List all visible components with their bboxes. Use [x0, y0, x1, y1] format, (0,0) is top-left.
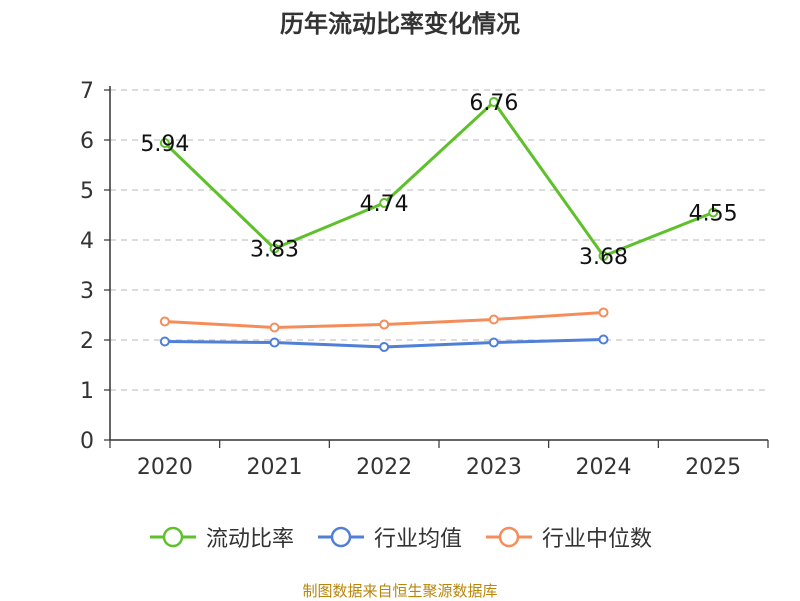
data-point-行业均值: [379, 342, 390, 352]
source-note: 制图数据来自恒生聚源数据库: [302, 582, 498, 600]
y-tick-label: 4: [80, 229, 94, 254]
chart-title: 历年流动比率变化情况: [280, 10, 520, 38]
legend-label: 流动比率: [205, 527, 294, 552]
data-point-行业中位数: [159, 316, 170, 327]
data-point-流动比率: [269, 243, 280, 254]
legend-item[interactable]: 行业中位数: [484, 521, 652, 553]
x-tick-label: 2025: [685, 455, 741, 480]
data-point-流动比率: [488, 97, 499, 107]
legend-label: 行业中位数: [542, 527, 653, 552]
data-point-行业中位数: [488, 314, 499, 325]
legend-item[interactable]: 行业均值: [316, 521, 462, 553]
data-point-行业均值: [598, 334, 609, 345]
data-label: 3.83: [250, 238, 299, 263]
x-tick-label: 2022: [356, 455, 412, 480]
x-tick-label: 2021: [247, 455, 303, 480]
data-point-行业均值: [269, 337, 280, 348]
data-point-行业均值: [159, 336, 170, 347]
data-point-行业中位数: [598, 307, 609, 318]
x-tick-label: 2024: [576, 455, 632, 480]
legend-item[interactable]: 流动比率: [148, 521, 294, 553]
data-label: 4.74: [360, 192, 409, 217]
x-tick-label: 2020: [137, 455, 193, 480]
data-point-流动比率: [159, 138, 170, 148]
legend: 流动比率 行业均值 行业中位数: [0, 520, 800, 554]
y-tick-label: 2: [80, 329, 94, 354]
y-tick-label: 1: [80, 379, 94, 404]
data-label: 5.94: [140, 132, 189, 157]
data-point-流动比率: [598, 251, 609, 261]
y-tick-label: 7: [80, 79, 94, 104]
data-label: 6.76: [469, 91, 518, 116]
series-line-流动比率: [163, 100, 714, 258]
y-tick-label: 3: [80, 279, 94, 304]
data-point-流动比率: [379, 198, 390, 208]
y-tick-label: 6: [80, 129, 94, 154]
data-point-行业中位数: [379, 319, 390, 330]
legend-line-circle-icon: [149, 526, 196, 548]
data-label: 4.55: [689, 202, 738, 227]
x-tick-label: 2023: [466, 455, 522, 480]
legend-label: 行业均值: [373, 527, 462, 552]
data-point-行业中位数: [269, 322, 280, 333]
legend-line-circle-icon: [486, 526, 532, 548]
data-point-流动比率: [708, 207, 719, 218]
legend-line-circle-icon: [317, 526, 364, 548]
y-tick-label: 5: [80, 179, 94, 204]
data-label: 3.68: [579, 245, 628, 270]
data-point-行业均值: [488, 337, 499, 348]
y-tick-label: 0: [80, 429, 94, 454]
